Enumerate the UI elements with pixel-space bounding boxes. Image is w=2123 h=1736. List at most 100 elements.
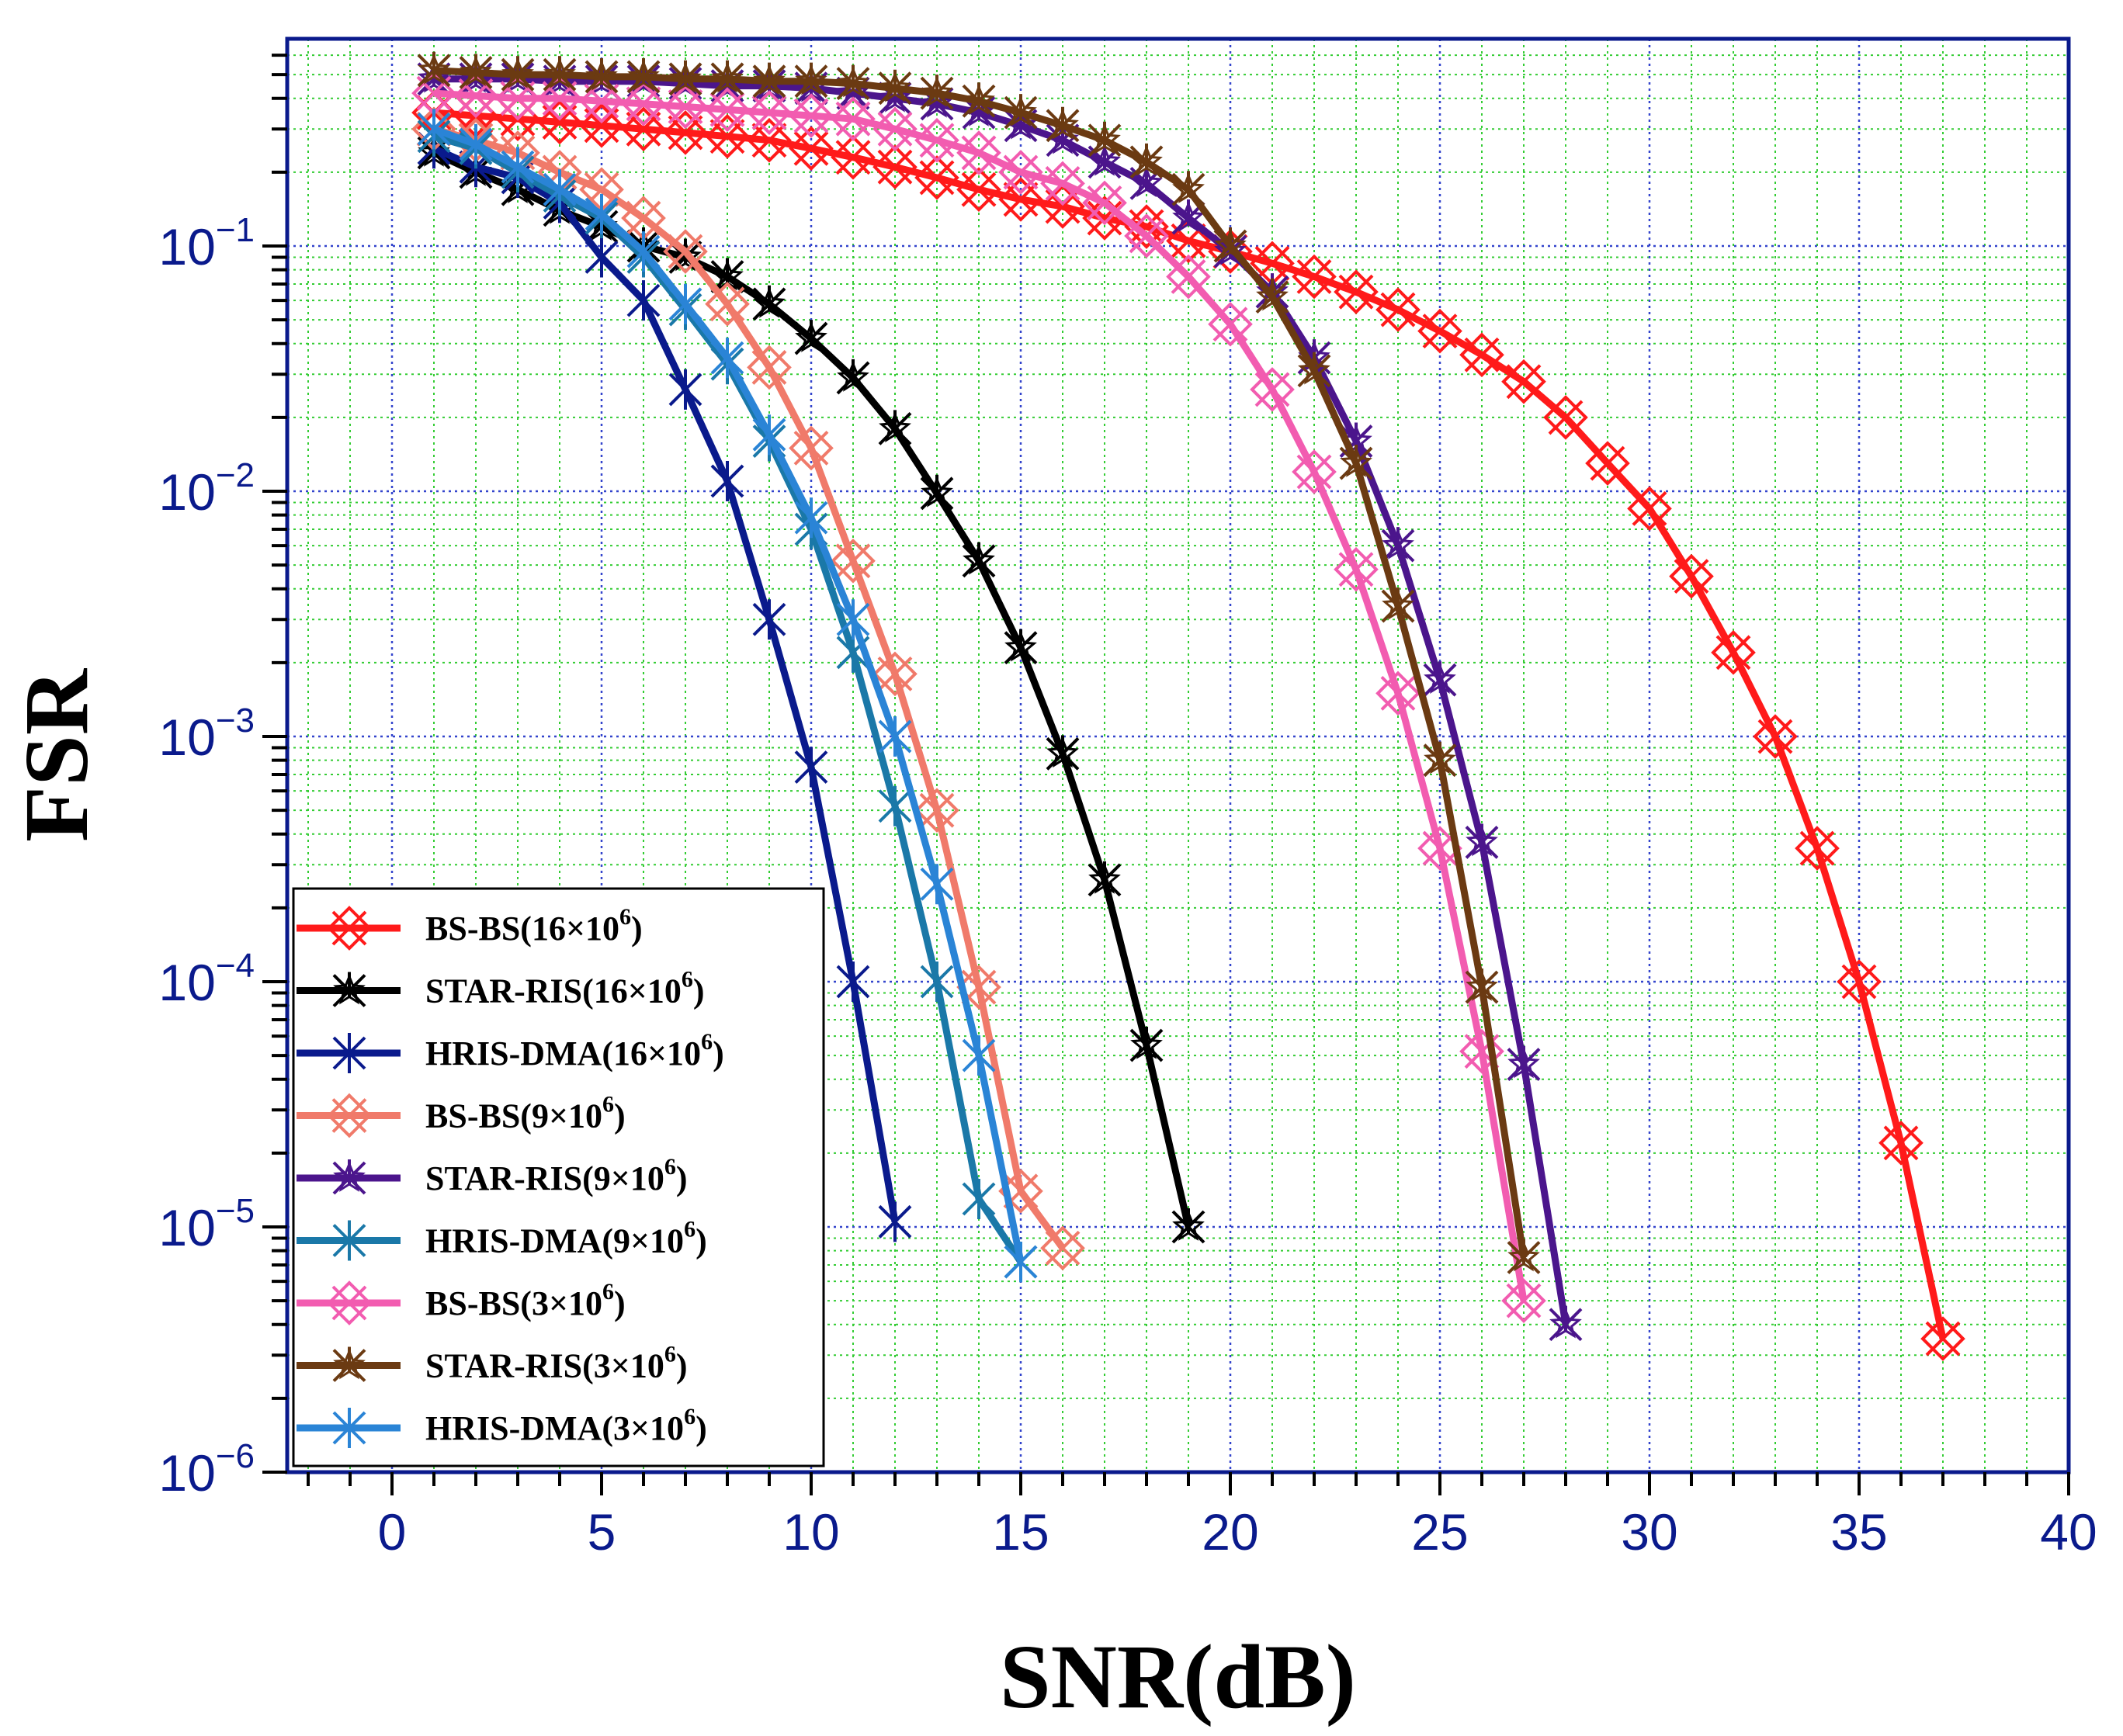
data-point xyxy=(543,56,577,92)
legend-entry: BS-BS(9×106) xyxy=(297,1092,626,1138)
data-point xyxy=(1040,1225,1085,1271)
data-point xyxy=(831,96,876,142)
data-point xyxy=(710,460,744,501)
data-point xyxy=(962,1179,996,1219)
data-point xyxy=(914,788,959,833)
legend-label: HRIS-DMA(9×106) xyxy=(425,1217,707,1260)
x-axis-title: SNR(dB) xyxy=(1000,1626,1356,1727)
data-point xyxy=(836,962,870,1003)
data-point xyxy=(1004,94,1038,130)
legend-entry: HRIS-DMA(16×106) xyxy=(297,1029,724,1073)
data-point xyxy=(1171,171,1205,206)
y-tick-label: 10−4 xyxy=(158,947,255,1011)
series-layer xyxy=(411,51,1965,1361)
data-point xyxy=(1124,204,1169,249)
data-point xyxy=(1423,661,1457,697)
data-point xyxy=(747,90,792,135)
legend-swatch-marker xyxy=(327,1280,372,1325)
legend-swatch-marker xyxy=(327,1093,372,1138)
legend-label: BS-BS(3×106) xyxy=(425,1279,626,1322)
data-point xyxy=(668,283,702,324)
data-point xyxy=(878,69,912,106)
data-point xyxy=(1501,359,1546,404)
data-point xyxy=(1339,445,1373,480)
data-point xyxy=(920,864,954,905)
data-point xyxy=(752,62,786,99)
legend-label: STAR-RIS(16×106) xyxy=(425,967,705,1010)
data-point xyxy=(1501,1278,1546,1323)
data-point xyxy=(962,82,996,118)
data-point xyxy=(579,102,624,148)
data-point xyxy=(585,57,619,94)
y-tick-label: 10−1 xyxy=(158,211,255,275)
data-point xyxy=(459,123,493,165)
data-point xyxy=(878,410,912,445)
data-point xyxy=(1208,301,1253,347)
data-point xyxy=(626,57,661,94)
data-point xyxy=(831,538,876,584)
data-point xyxy=(1585,441,1630,486)
data-point xyxy=(914,155,959,200)
legend-entry: HRIS-DMA(9×106) xyxy=(297,1217,707,1261)
data-point xyxy=(543,169,577,210)
data-point xyxy=(836,599,870,640)
legend-swatch-marker xyxy=(332,1408,366,1448)
data-point xyxy=(705,281,750,327)
data-point xyxy=(1669,553,1714,599)
data-point xyxy=(1213,227,1247,263)
legend-swatch-marker xyxy=(332,1220,366,1261)
data-point xyxy=(1417,308,1462,354)
legend-swatch-marker xyxy=(332,1033,366,1073)
data-point xyxy=(705,113,750,159)
data-point xyxy=(1088,121,1122,158)
data-point xyxy=(459,54,493,89)
x-tick-label: 30 xyxy=(1621,1503,1677,1561)
data-point xyxy=(962,1035,996,1076)
data-point xyxy=(836,64,870,101)
data-point xyxy=(585,237,619,278)
legend-entry: BS-BS(16×106) xyxy=(297,904,643,951)
data-point xyxy=(1381,587,1415,623)
data-point xyxy=(1255,278,1289,314)
data-point xyxy=(1549,1305,1583,1342)
data-point xyxy=(1040,161,1085,206)
data-point xyxy=(1465,968,1499,1004)
data-point xyxy=(794,62,828,99)
data-point xyxy=(1129,143,1164,179)
data-point xyxy=(1171,1208,1205,1244)
data-point xyxy=(501,56,535,92)
legend: BS-BS(16×106) STAR-RIS(16×106) HRIS-DMA(16… xyxy=(292,887,825,1467)
legend-label: HRIS-DMA(3×106) xyxy=(425,1404,707,1447)
x-tick-label: 20 xyxy=(1202,1503,1258,1561)
data-point xyxy=(1711,629,1756,675)
data-point xyxy=(794,747,828,788)
grid xyxy=(287,39,2070,1474)
series-9 xyxy=(417,109,1038,1283)
data-point xyxy=(501,147,535,188)
data-point xyxy=(1082,180,1127,226)
y-tick-label: 10−6 xyxy=(158,1437,255,1502)
series-line xyxy=(434,75,1570,1325)
data-point xyxy=(920,962,954,1003)
legend-label: BS-BS(16×106) xyxy=(425,904,643,948)
legend-label: STAR-RIS(3×106) xyxy=(425,1342,688,1385)
data-point xyxy=(831,134,876,180)
legend-swatch-marker xyxy=(332,1159,366,1195)
legend-entry: STAR-RIS(16×106) xyxy=(297,967,705,1010)
data-point xyxy=(1004,1242,1038,1283)
data-point xyxy=(1381,527,1415,563)
data-point xyxy=(705,87,750,133)
x-tick-label: 5 xyxy=(588,1503,616,1561)
data-point xyxy=(752,599,786,640)
legend-swatch-marker xyxy=(332,972,366,1007)
data-point xyxy=(878,785,912,826)
data-point xyxy=(1627,486,1672,532)
data-point xyxy=(621,81,666,126)
data-point xyxy=(1334,269,1379,314)
data-point xyxy=(1920,1316,1965,1361)
data-point xyxy=(872,651,918,697)
data-point xyxy=(417,109,451,150)
y-tick-label: 10−2 xyxy=(158,456,255,521)
data-point xyxy=(1292,254,1337,300)
data-point xyxy=(789,93,834,138)
